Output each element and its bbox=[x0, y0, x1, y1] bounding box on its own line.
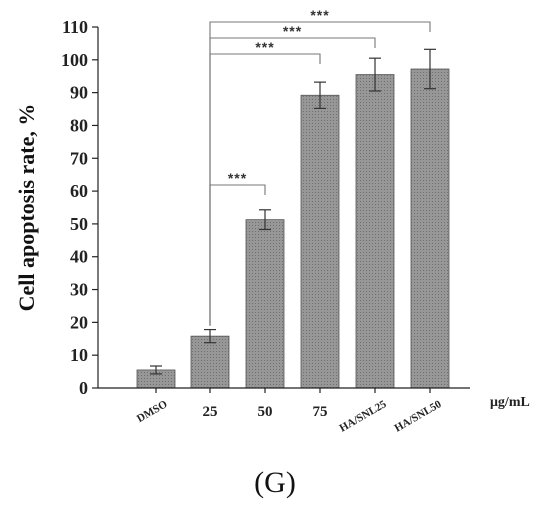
x-tick-label: HA/SNL25 bbox=[337, 398, 388, 435]
y-tick-label: 70 bbox=[70, 148, 88, 168]
y-tick-label: 60 bbox=[70, 181, 88, 201]
y-tick-label: 50 bbox=[70, 214, 88, 234]
y-tick-label: 0 bbox=[79, 378, 88, 398]
significance-label: *** bbox=[228, 170, 247, 186]
x-tick-label: 75 bbox=[313, 404, 328, 420]
x-tick-label: DMSO bbox=[135, 398, 170, 425]
y-tick-label: 80 bbox=[70, 115, 88, 135]
significance-label: *** bbox=[283, 23, 302, 39]
y-tick-label: 100 bbox=[61, 50, 88, 70]
y-tick-label: 40 bbox=[70, 247, 88, 267]
x-unit-label: μg/mL bbox=[490, 395, 530, 410]
significance-label: *** bbox=[310, 7, 329, 23]
x-tick-label: 25 bbox=[203, 404, 218, 420]
y-tick-label: 30 bbox=[70, 280, 88, 300]
significance-label: *** bbox=[255, 39, 274, 55]
panel-label: (G) bbox=[254, 466, 296, 499]
y-axis-title: Cell apoptosis rate, % bbox=[14, 104, 39, 312]
y-tick-label: 10 bbox=[70, 345, 88, 365]
bar-50 bbox=[245, 219, 285, 389]
bar-25 bbox=[190, 335, 230, 389]
y-tick-label: 110 bbox=[62, 17, 88, 37]
bar-ha-snl50 bbox=[410, 68, 450, 389]
x-tick-label: HA/SNL50 bbox=[392, 398, 443, 435]
x-tick-label: 50 bbox=[258, 404, 273, 420]
significance-bracket bbox=[209, 21, 431, 326]
y-tick-label: 20 bbox=[70, 312, 88, 332]
bar-75 bbox=[300, 94, 340, 389]
y-tick-label: 90 bbox=[70, 83, 88, 103]
bar-ha-snl25 bbox=[355, 74, 395, 389]
